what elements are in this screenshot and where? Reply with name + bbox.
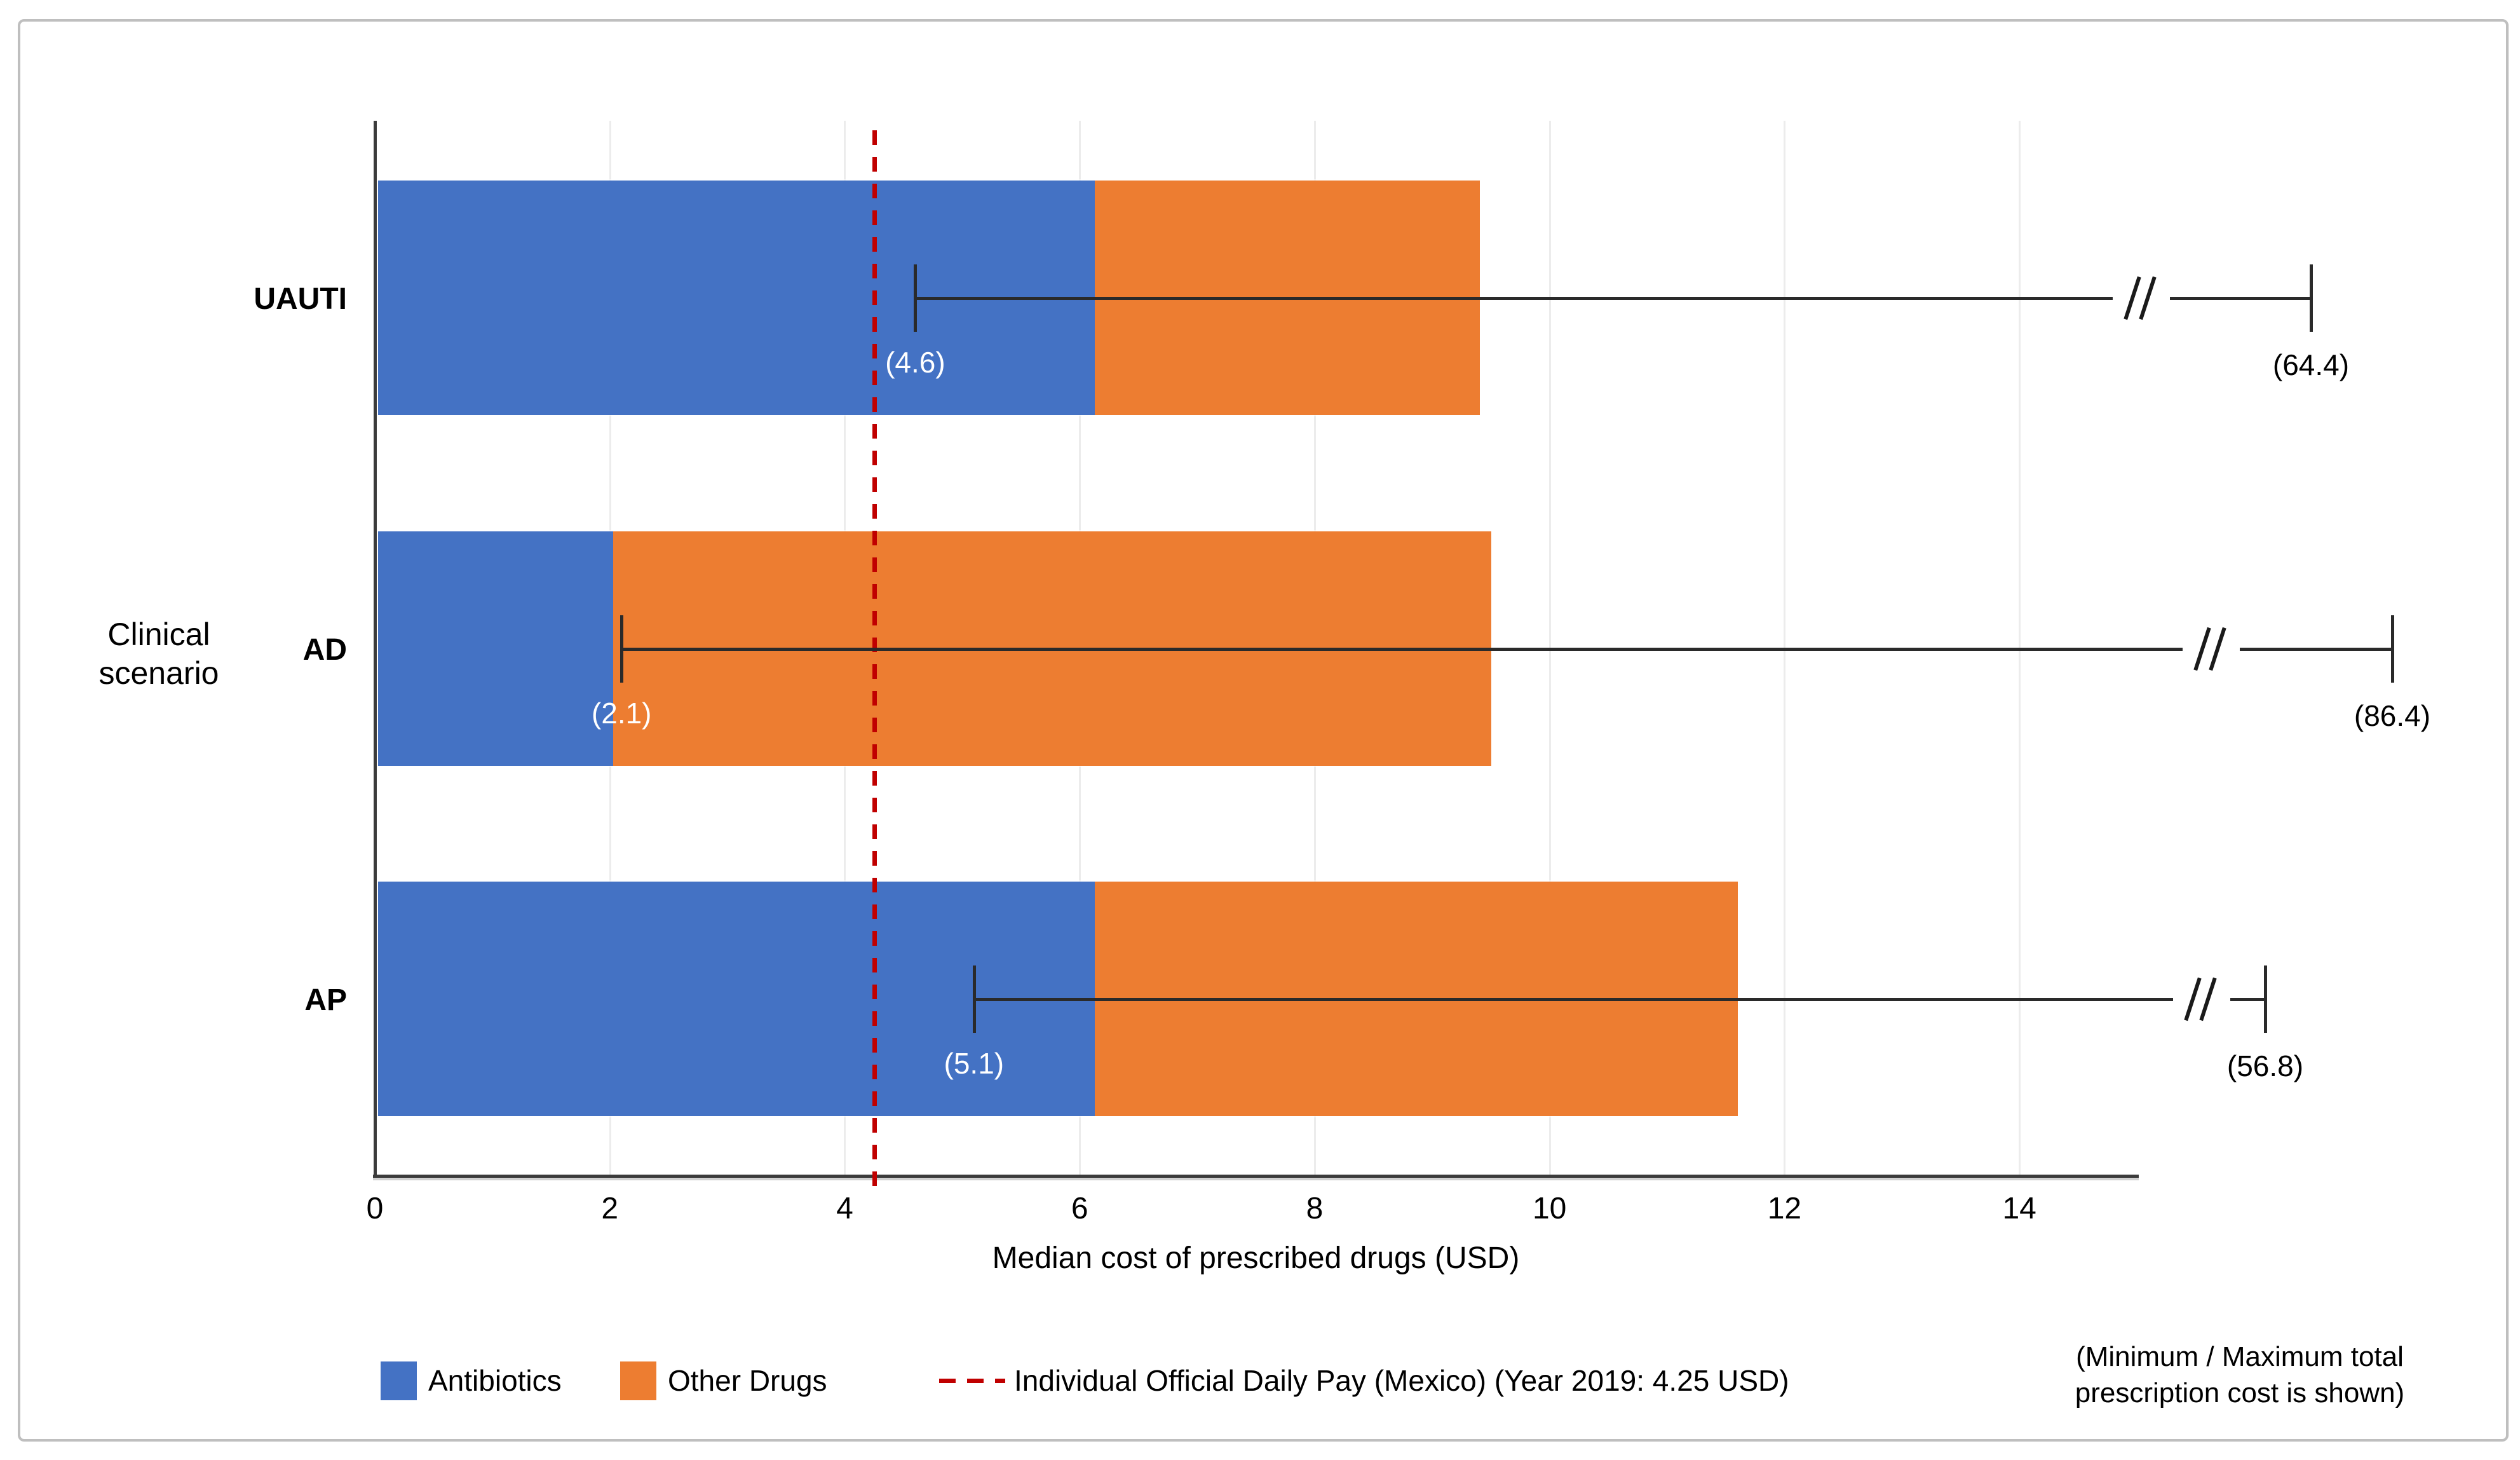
bar-segment-antibiotics (378, 531, 613, 766)
x-tick-label: 12 (1767, 1192, 1802, 1225)
whisker-min-label: (5.1) (944, 1046, 1005, 1080)
axis-break-icon (2124, 276, 2141, 320)
whisker-min-label: (4.6) (885, 345, 945, 379)
x-axis-line (373, 1175, 2139, 1178)
whisker-line-left (621, 647, 2183, 651)
axis-break-icon (2184, 977, 2202, 1021)
row-label-uauti: UAUTI (254, 282, 347, 316)
x-tick-label: 4 (836, 1192, 853, 1225)
whisker-line-right (2240, 647, 2392, 651)
axis-break-icon (2193, 627, 2211, 671)
figure-border (18, 19, 2509, 1442)
x-tick-label: 10 (1532, 1192, 1567, 1225)
x-tick-label: 2 (601, 1192, 619, 1225)
y-axis-title: Clinical scenario (98, 617, 219, 691)
whisker-cap-min (914, 264, 918, 332)
x-tick-label: 6 (1071, 1192, 1088, 1225)
whisker-cap-max (2391, 615, 2394, 683)
x-tick-label: 8 (1306, 1192, 1324, 1225)
whisker-cap-min (620, 615, 624, 683)
row-label-ap: AP (304, 983, 347, 1017)
axis-break-icon (2139, 276, 2157, 320)
whisker-cap-max (2264, 965, 2267, 1033)
whisker-line-right (2230, 997, 2265, 1001)
whisker-max-label: (56.8) (2226, 1049, 2304, 1082)
reference-line (872, 130, 877, 1191)
whisker-line-left (973, 997, 2173, 1001)
row-label-ad: AD (302, 632, 347, 667)
whisker-cap-max (2310, 264, 2313, 332)
axis-break-icon (2199, 977, 2217, 1021)
x-tick-label: 14 (2002, 1192, 2036, 1225)
whisker-note: (Minimum / Maximum total prescription co… (2075, 1341, 2405, 1409)
y-axis-line (374, 121, 377, 1178)
whisker-max-label: (86.4) (2354, 699, 2431, 732)
axis-break-icon (2209, 627, 2226, 671)
whisker-line-right (2170, 296, 2311, 300)
x-tick-label: 0 (366, 1192, 384, 1225)
whisker-cap-min (972, 965, 976, 1033)
x-axis-title: Median cost of prescribed drugs (USD) (992, 1241, 1520, 1275)
whisker-line-left (915, 296, 2113, 300)
whisker-min-label: (2.1) (591, 696, 652, 730)
whisker-max-label: (64.4) (2272, 348, 2350, 381)
